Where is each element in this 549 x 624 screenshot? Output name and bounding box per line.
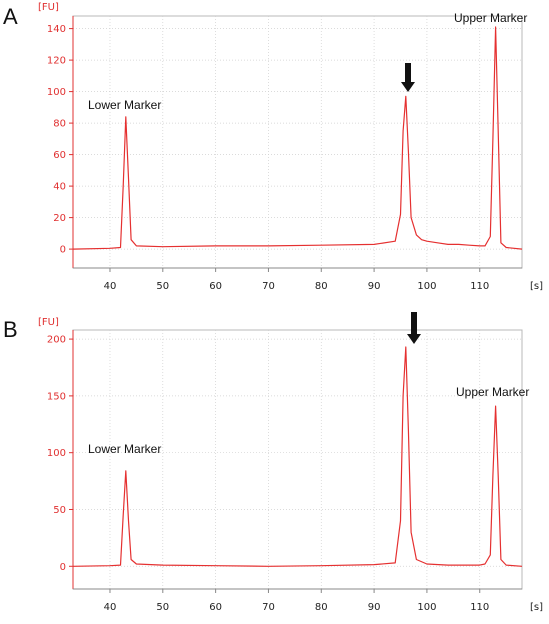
y-tick-label: 20 xyxy=(53,213,66,224)
arrow-head xyxy=(407,334,421,344)
peak-arrow xyxy=(401,63,415,92)
x-tick-label: 40 xyxy=(104,281,117,292)
upper-marker-label: Upper Marker xyxy=(454,11,527,25)
electropherogram-chart-b: 0 50 100 150 200 40 50 60 70 80 90 100 110 [FU] [s] Low… xyxy=(38,312,543,613)
y-tick-label: 0 xyxy=(60,245,66,256)
series-line xyxy=(72,346,523,567)
y-tick-label: 60 xyxy=(53,150,66,161)
y-tick-label: 100 xyxy=(47,448,66,459)
y-unit-label: [FU] xyxy=(38,2,59,13)
x-tick-label: 70 xyxy=(262,281,275,292)
x-tick-label: 70 xyxy=(262,602,275,613)
x-unit-label: [s] xyxy=(530,281,543,292)
y-tick-label: 200 xyxy=(47,335,66,346)
x-tick-label: 90 xyxy=(368,602,381,613)
series-line xyxy=(72,26,523,250)
x-tick-label: 100 xyxy=(417,281,436,292)
y-tick-label: 80 xyxy=(53,119,66,130)
y-tick-label: 140 xyxy=(47,24,66,35)
y-tick-label: 50 xyxy=(53,505,66,516)
x-tick-label: 50 xyxy=(156,281,169,292)
arrow-head xyxy=(401,82,415,92)
x-tick-label: 90 xyxy=(368,281,381,292)
x-tick-label: 80 xyxy=(315,602,328,613)
electropherogram-chart-a: 0 20 40 60 80 100 120 140 40 50 60 70 80 90 100 110 [FU]… xyxy=(38,2,543,292)
y-tick-label: 40 xyxy=(53,182,66,193)
x-tick-label: 110 xyxy=(470,281,489,292)
plot-area xyxy=(72,329,523,590)
x-tick-label: 110 xyxy=(470,602,489,613)
x-tick-label: 40 xyxy=(104,602,117,613)
panel-b: B 0 50 100 150 200 40 50 60 70 80 90 100 110 [FU] [s] L… xyxy=(0,312,549,624)
y-tick-label: 120 xyxy=(47,56,66,67)
x-tick-label: 100 xyxy=(417,602,436,613)
y-tick-label: 0 xyxy=(60,562,66,573)
x-tick-label: 60 xyxy=(209,602,222,613)
y-unit-label: [FU] xyxy=(38,317,59,328)
x-tick-label: 50 xyxy=(156,602,169,613)
plot-area xyxy=(72,15,523,269)
y-tick-label: 150 xyxy=(47,391,66,402)
arrow-shaft xyxy=(411,312,417,335)
lower-marker-label: Lower Marker xyxy=(88,98,161,112)
x-tick-label: 80 xyxy=(315,281,328,292)
peak-arrow xyxy=(407,312,421,344)
y-tick-label: 100 xyxy=(47,87,66,98)
arrow-shaft xyxy=(405,63,411,83)
x-tick-label: 60 xyxy=(209,281,222,292)
panel-label: A xyxy=(3,4,18,29)
upper-marker-label: Upper Marker xyxy=(456,385,529,399)
lower-marker-label: Lower Marker xyxy=(88,442,161,456)
panel-a: A 0 20 40 60 80 100 120 140 40 50 60 70 80 90 100 110 [F… xyxy=(3,2,543,292)
x-unit-label: [s] xyxy=(530,602,543,613)
panel-label: B xyxy=(3,317,18,342)
